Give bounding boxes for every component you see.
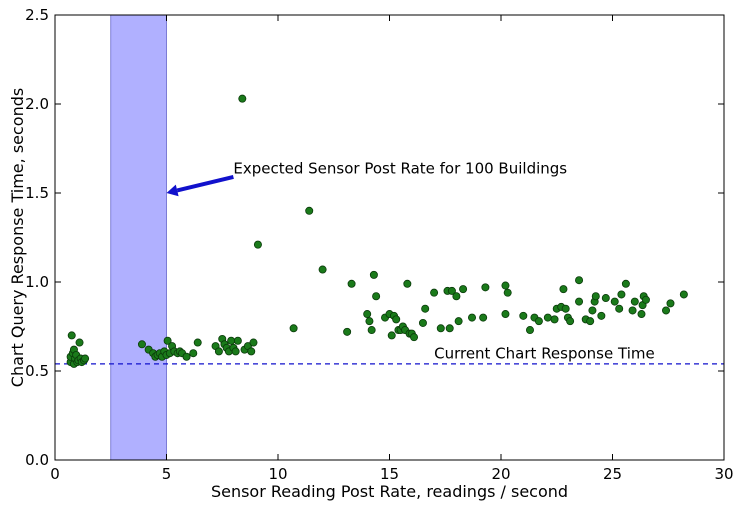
data-point xyxy=(621,279,630,288)
data-point xyxy=(231,347,240,356)
data-point xyxy=(193,338,202,347)
data-point xyxy=(137,340,146,349)
y-axis-ticks: 0.0 0.5 1.0 1.5 2.0 2.5 xyxy=(25,6,724,469)
data-point xyxy=(501,281,510,290)
data-point xyxy=(481,283,490,292)
data-point xyxy=(75,338,84,347)
data-point xyxy=(591,292,600,301)
data-point xyxy=(238,94,247,103)
data-point xyxy=(289,324,298,333)
x-tick-label: 25 xyxy=(603,465,622,483)
data-point xyxy=(454,317,463,326)
data-point xyxy=(418,318,427,327)
data-point xyxy=(617,290,626,299)
data-point xyxy=(249,338,258,347)
x-tick-label: 15 xyxy=(380,465,399,483)
y-tick-label: 0.5 xyxy=(25,362,49,380)
data-point xyxy=(227,336,236,345)
data-point xyxy=(421,304,430,313)
data-point xyxy=(387,331,396,340)
data-point xyxy=(586,317,595,326)
data-point xyxy=(628,306,637,315)
y-tick-label: 0.0 xyxy=(25,451,49,469)
data-point xyxy=(666,299,675,308)
highlight-band xyxy=(110,14,167,461)
x-tick-label: 20 xyxy=(491,465,510,483)
data-point xyxy=(597,311,606,320)
y-axis-label: Chart Query Response Time, seconds xyxy=(8,88,27,387)
data-point xyxy=(615,304,624,313)
data-point xyxy=(479,313,488,322)
data-point xyxy=(447,286,456,295)
x-tick-label: 5 xyxy=(162,465,172,483)
data-point xyxy=(519,311,528,320)
data-point xyxy=(566,317,575,326)
data-points xyxy=(66,94,688,368)
data-point xyxy=(601,294,610,303)
data-point xyxy=(637,310,646,319)
data-point xyxy=(347,279,356,288)
data-point xyxy=(343,327,352,336)
data-point xyxy=(318,265,327,274)
data-point xyxy=(641,295,650,304)
x-axis-ticks: 0 5 10 15 20 25 30 xyxy=(50,15,734,483)
data-point xyxy=(233,336,242,345)
annotation-arrow-head xyxy=(166,184,179,197)
data-point xyxy=(550,315,559,324)
data-point xyxy=(365,317,374,326)
data-point xyxy=(588,306,597,315)
data-point xyxy=(253,240,262,249)
data-point xyxy=(363,310,372,319)
data-point xyxy=(559,285,568,294)
data-point xyxy=(468,313,477,322)
data-point xyxy=(247,347,256,356)
x-tick-label: 10 xyxy=(268,465,287,483)
data-point xyxy=(430,288,439,297)
annotation-arrow xyxy=(176,175,234,193)
data-point xyxy=(452,292,461,301)
data-point xyxy=(561,304,570,313)
data-point xyxy=(182,352,191,361)
data-point xyxy=(662,306,671,315)
data-point xyxy=(214,347,223,356)
data-point xyxy=(305,206,314,215)
y-tick-label: 2.5 xyxy=(25,6,49,24)
data-point xyxy=(369,270,378,279)
data-point xyxy=(575,297,584,306)
data-point xyxy=(372,292,381,301)
data-point xyxy=(501,310,510,319)
data-point xyxy=(81,354,90,363)
data-point xyxy=(575,276,584,285)
data-point xyxy=(189,349,198,358)
data-point xyxy=(630,297,639,306)
y-tick-label: 1.5 xyxy=(25,184,49,202)
data-point xyxy=(436,324,445,333)
data-point xyxy=(503,288,512,297)
current-response-label: Current Chart Response Time xyxy=(434,345,655,363)
data-point xyxy=(459,285,468,294)
data-point xyxy=(410,333,419,342)
data-point xyxy=(534,317,543,326)
annotation-text: Expected Sensor Post Rate for 100 Buildi… xyxy=(233,159,567,177)
data-point xyxy=(367,326,376,335)
data-point xyxy=(403,279,412,288)
data-point xyxy=(543,313,552,322)
y-tick-label: 2.0 xyxy=(25,95,49,113)
data-point xyxy=(679,290,688,299)
data-point xyxy=(392,315,401,324)
x-axis-label: Sensor Reading Post Rate, readings / sec… xyxy=(211,482,568,501)
data-point xyxy=(163,336,172,345)
data-point xyxy=(610,297,619,306)
data-point xyxy=(67,331,76,340)
y-tick-label: 1.0 xyxy=(25,273,49,291)
x-tick-label: 30 xyxy=(714,465,733,483)
x-tick-label: 0 xyxy=(50,465,60,483)
data-point xyxy=(525,326,534,335)
data-point xyxy=(445,324,454,333)
